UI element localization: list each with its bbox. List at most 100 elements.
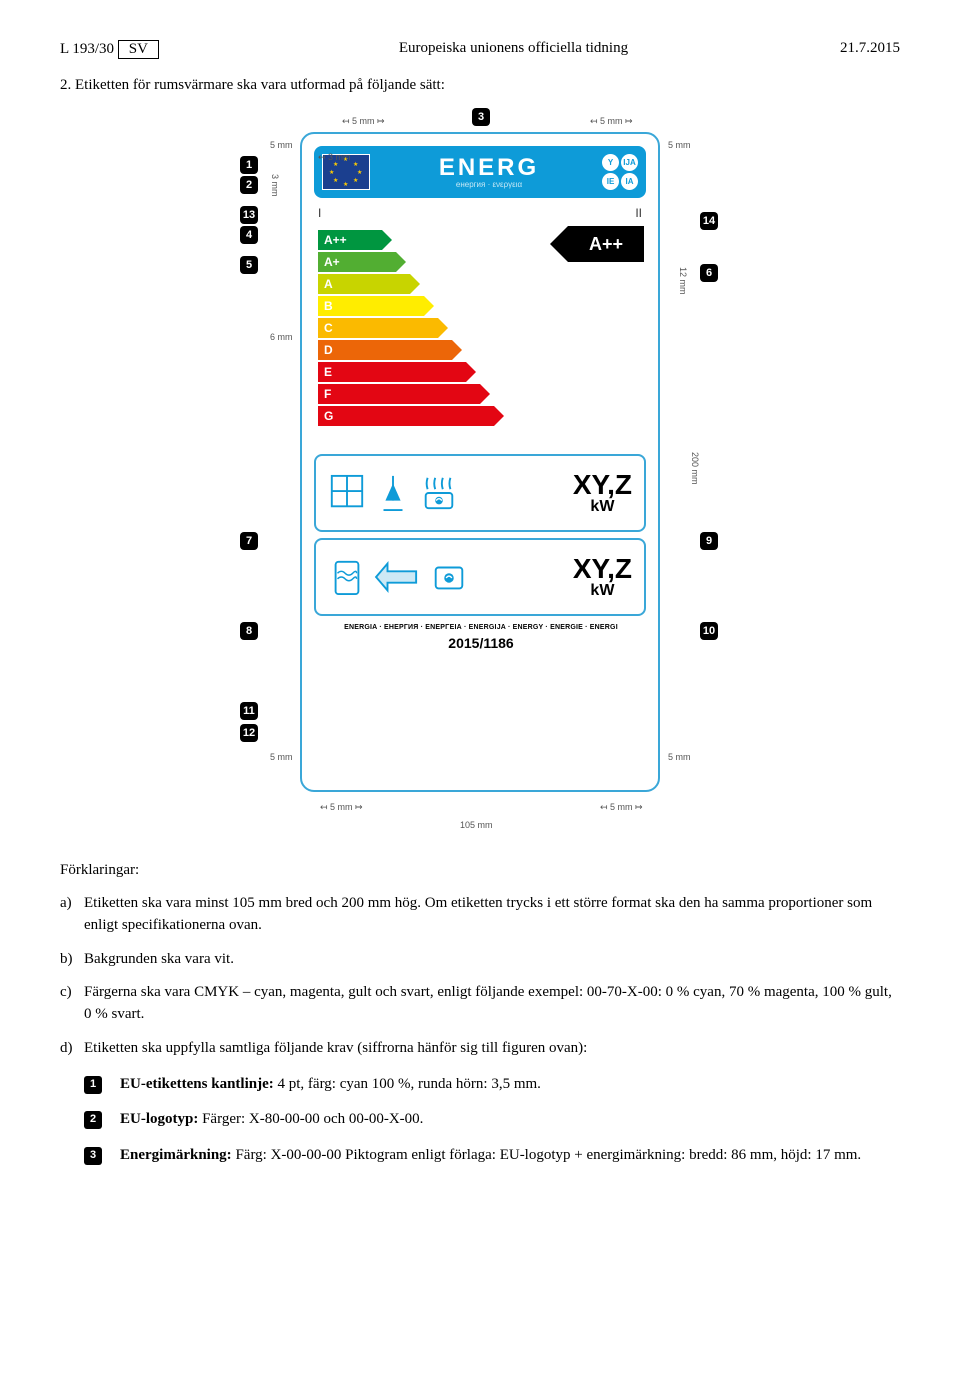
- energy-label-diagram: ★ ★ ★ ★ ★ ★ ★ ★ ENERG енергия · ενεργεια: [210, 112, 750, 832]
- dim-5mm-tr: ↤ 5 mm ↦: [590, 116, 633, 127]
- circle-ie: IE: [602, 173, 619, 190]
- header-code: L 193/30: [60, 41, 114, 57]
- efficiency-arrow-aplus: A+: [318, 252, 646, 272]
- header-left: L 193/30 SV: [60, 40, 187, 59]
- callout-14: 14: [700, 212, 718, 230]
- circle-ija: IJA: [621, 154, 638, 171]
- item-c: c)Färgerna ska vara CMYK – cyan, magenta…: [60, 982, 900, 1026]
- arrow-label: G: [318, 406, 494, 426]
- requirement-row: 3 Energimärkning: Färg: X-00-00-00 Piktog…: [84, 1145, 900, 1167]
- heat-output-panel: XY,Z kW: [314, 454, 646, 532]
- dim-3mm: ↤ 3 mm: [318, 152, 351, 163]
- requirement-text: Energimärkning: Färg: X-00-00-00 Piktogr…: [120, 1145, 861, 1167]
- callout-13: 13: [240, 206, 258, 224]
- requirement-badge: 3: [84, 1147, 102, 1165]
- indirect-heat-value: XY,Z kW: [573, 555, 632, 599]
- efficiency-arrow-a: A: [318, 274, 646, 294]
- explanations-title: Förklaringar:: [60, 862, 900, 879]
- brand-ii: II: [635, 206, 642, 220]
- transfer-arrow-icon: [374, 556, 422, 598]
- arrow-label: F: [318, 384, 480, 404]
- requirement-text: EU-etikettens kantlinje: 4 pt, färg: cya…: [120, 1074, 541, 1096]
- circle-y: Y: [602, 154, 619, 171]
- dim-5mm-l1: 5 mm: [270, 140, 293, 150]
- circle-ia: IA: [621, 173, 638, 190]
- indirect-icons: [328, 556, 468, 598]
- energia-multilingual: ENERGIA · ЕНЕРГИЯ · ΕΝΕΡΓΕΙΑ · ENERGIJA …: [316, 624, 646, 631]
- item-d-text: Etiketten ska uppfylla samtliga följande…: [84, 1040, 587, 1056]
- callout-12: 12: [240, 724, 258, 742]
- callout-11: 11: [240, 702, 258, 720]
- energy-sub-text: енергия · ενεργεια: [380, 180, 598, 189]
- efficiency-arrow-b: B: [318, 296, 646, 316]
- label-outer-border: ★ ★ ★ ★ ★ ★ ★ ★ ENERG енергия · ενεργεια: [300, 132, 660, 792]
- dim-5mm-r1: 5 mm: [668, 140, 691, 150]
- dim-12mm: 12 mm: [678, 267, 688, 295]
- regulation-number: 2015/1186: [316, 635, 646, 651]
- lamp-icon: [374, 472, 412, 514]
- arrow-label: E: [318, 362, 466, 382]
- dim-5mm-b2: ↤ 5 mm ↦: [600, 802, 643, 813]
- requirement-badge: 2: [84, 1111, 102, 1129]
- efficiency-arrows: A++ A++A+ABCDEFG: [314, 224, 646, 448]
- callout-9: 9: [700, 532, 718, 550]
- header-title: Europeiska unionens officiella tidning: [187, 40, 840, 59]
- dim-5mm-tl: ↤ 5 mm ↦: [342, 116, 385, 127]
- callout-6: 6: [700, 264, 718, 282]
- energy-main-text: ENERG: [380, 156, 598, 180]
- arrow-label: A++: [318, 230, 382, 250]
- item-a: a)Etiketten ska vara minst 105 mm bred o…: [60, 893, 900, 937]
- efficiency-arrow-g: G: [318, 406, 646, 426]
- requirement-row: 2 EU-logotyp: Färger: X-80-00-00 och 00-0…: [84, 1109, 900, 1131]
- heat-output-value: XY,Z kW: [573, 471, 632, 515]
- arrow-label: D: [318, 340, 452, 360]
- item-b: b)Bakgrunden ska vara vit.: [60, 949, 900, 971]
- tank-icon: [328, 556, 366, 598]
- requirement-text: EU-logotyp: Färger: X-80-00-00 och 00-00…: [120, 1109, 423, 1131]
- requirement-badge: 1: [84, 1076, 102, 1094]
- arrow-label: A: [318, 274, 410, 294]
- dim-5mm-br: 5 mm: [668, 752, 691, 762]
- heater-small-icon: [430, 556, 468, 598]
- value-unit-2: kW: [573, 583, 632, 599]
- value-number-2: XY,Z: [573, 555, 632, 583]
- indirect-heat-panel: XY,Z kW: [314, 538, 646, 616]
- brand-i: I: [318, 206, 321, 220]
- item-d: d)Etiketten ska uppfylla samtliga följan…: [60, 1038, 900, 1060]
- dim-200mm: 200 mm: [690, 452, 700, 485]
- callout-2: 2: [240, 176, 258, 194]
- efficiency-arrow-f: F: [318, 384, 646, 404]
- header-lang-box: SV: [118, 40, 159, 59]
- dim-5mm-b1: ↤ 5 mm ↦: [320, 802, 363, 813]
- diagram-container: ★ ★ ★ ★ ★ ★ ★ ★ ENERG енергия · ενεργεια: [60, 112, 900, 837]
- callout-4: 4: [240, 226, 258, 244]
- dim-3mm-v: 3 mm: [270, 174, 280, 197]
- item-a-text: Etiketten ska vara minst 105 mm bred och…: [84, 895, 872, 933]
- label-inner: ★ ★ ★ ★ ★ ★ ★ ★ ENERG енергия · ενεργεια: [314, 146, 646, 778]
- requirement-row: 1 EU-etikettens kantlinje: 4 pt, färg: cy…: [84, 1074, 900, 1096]
- dim-6mm: 6 mm: [270, 332, 293, 342]
- window-icon: [328, 472, 366, 514]
- header-date: 21.7.2015: [840, 40, 900, 59]
- callout-10: 10: [700, 622, 718, 640]
- dim-105mm: 105 mm: [460, 820, 493, 830]
- callout-5: 5: [240, 256, 258, 274]
- heat-waves-icon: [420, 472, 458, 514]
- arrow-label: B: [318, 296, 424, 316]
- item-b-text: Bakgrunden ska vara vit.: [84, 951, 234, 967]
- heat-icons: [328, 472, 458, 514]
- item-c-text: Färgerna ska vara CMYK – cyan, magenta, …: [84, 984, 892, 1022]
- value-number: XY,Z: [573, 471, 632, 499]
- efficiency-arrow-d: D: [318, 340, 646, 360]
- callout-8: 8: [240, 622, 258, 640]
- brand-row: I II: [314, 198, 646, 224]
- efficiency-arrow-e: E: [318, 362, 646, 382]
- value-unit: kW: [573, 499, 632, 515]
- callout-1: 1: [240, 156, 258, 174]
- callout-7: 7: [240, 532, 258, 550]
- arrow-label: A+: [318, 252, 396, 272]
- energy-banner: ★ ★ ★ ★ ★ ★ ★ ★ ENERG енергия · ενεργεια: [314, 146, 646, 198]
- efficiency-arrow-c: C: [318, 318, 646, 338]
- dim-5mm-bl: 5 mm: [270, 752, 293, 762]
- explanations-list: a)Etiketten ska vara minst 105 mm bred o…: [60, 893, 900, 1060]
